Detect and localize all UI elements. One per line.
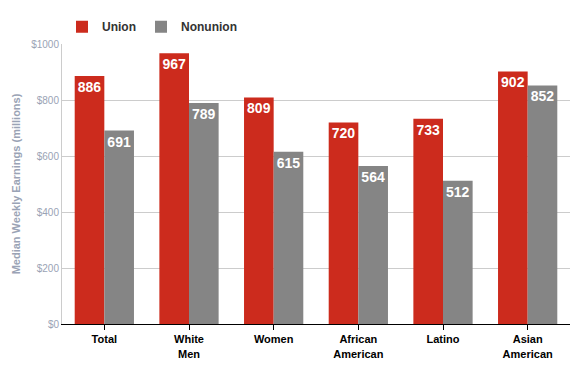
svg-text:Median Weekly Earnings (millio: Median Weekly Earnings (millions) (10, 93, 22, 274)
svg-text:AsianAmerican: AsianAmerican (503, 333, 553, 359)
svg-text:720: 720 (332, 125, 356, 141)
svg-text:512: 512 (446, 184, 470, 200)
svg-text:Nonunion: Nonunion (181, 20, 237, 34)
svg-text:733: 733 (416, 122, 440, 138)
svg-text:615: 615 (277, 155, 301, 171)
svg-text:564: 564 (361, 169, 385, 185)
svg-text:852: 852 (531, 88, 555, 104)
svg-text:789: 789 (192, 106, 216, 122)
svg-text:$0: $0 (48, 319, 60, 330)
svg-text:902: 902 (501, 74, 525, 90)
svg-text:809: 809 (247, 100, 271, 116)
svg-text:AfricanAmerican: AfricanAmerican (333, 333, 383, 359)
svg-text:967: 967 (162, 56, 186, 72)
svg-text:$1000: $1000 (31, 39, 59, 50)
svg-text:886: 886 (78, 79, 102, 95)
svg-text:$600: $600 (37, 151, 60, 162)
svg-text:$400: $400 (37, 207, 60, 218)
svg-text:Total: Total (92, 333, 117, 345)
svg-text:$200: $200 (37, 263, 60, 274)
svg-text:Women: Women (254, 333, 294, 345)
svg-text:Latino: Latino (427, 333, 460, 345)
svg-text:$800: $800 (37, 95, 60, 106)
svg-text:WhiteMen: WhiteMen (174, 333, 204, 359)
svg-text:Union: Union (102, 20, 136, 34)
svg-text:691: 691 (107, 134, 131, 150)
